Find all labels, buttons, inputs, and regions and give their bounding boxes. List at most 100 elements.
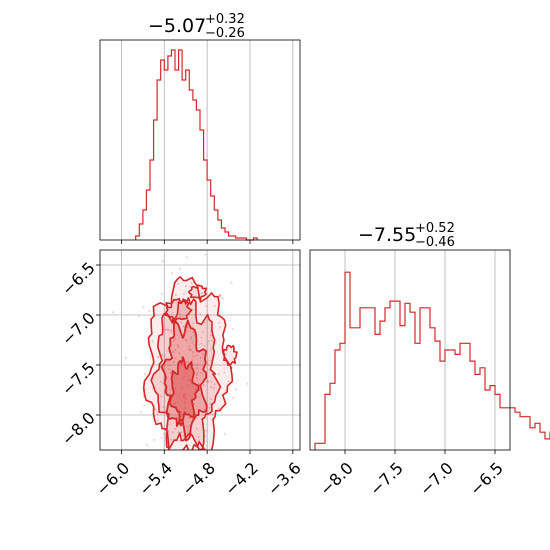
sample-point xyxy=(231,328,234,330)
sample-point xyxy=(172,351,175,353)
sample-point xyxy=(188,348,191,351)
sample-point xyxy=(185,256,188,258)
sample-point xyxy=(178,267,181,270)
sample-point xyxy=(196,367,199,370)
sample-point xyxy=(188,347,191,350)
sample-point xyxy=(210,380,213,383)
sample-point xyxy=(177,346,180,348)
sample-point xyxy=(182,292,185,295)
scatter-y-tick-label: −7.5 xyxy=(58,358,99,399)
sample-point xyxy=(185,285,188,288)
sample-point xyxy=(192,331,195,334)
sample-point xyxy=(167,423,170,426)
sample-point xyxy=(223,371,226,374)
sample-point xyxy=(112,311,115,314)
hist2-title-main: −7.55 xyxy=(358,224,416,246)
sample-point xyxy=(190,336,193,339)
sample-point xyxy=(212,458,214,460)
sample-point xyxy=(182,434,185,437)
sample-point xyxy=(148,310,151,313)
sample-point xyxy=(195,373,198,376)
sample-point xyxy=(162,432,165,435)
sample-point xyxy=(190,349,192,352)
sample-point xyxy=(206,380,209,383)
sample-point xyxy=(191,341,194,344)
sample-point xyxy=(137,315,140,318)
hist1-step-line xyxy=(135,49,258,241)
scatter-x-tick-label: −6.0 xyxy=(92,458,133,499)
sample-point xyxy=(207,380,210,383)
sample-point xyxy=(212,387,215,390)
sample-point xyxy=(207,340,210,343)
sample-point xyxy=(162,405,165,408)
contour-island-top2 xyxy=(187,284,208,301)
sample-point xyxy=(230,281,233,284)
sample-point xyxy=(180,462,182,464)
sample-point xyxy=(187,384,190,387)
sample-point xyxy=(160,436,163,439)
sample-point xyxy=(174,337,177,340)
sample-point xyxy=(204,435,207,438)
scatter-panel: −6.0 −5.4 −4.8 −4.2 −3.6 −8.0 −7.5 −7.0 −6.5 xyxy=(58,244,305,502)
sample-point xyxy=(174,476,176,478)
sample-point xyxy=(183,394,185,397)
sample-point xyxy=(218,294,221,297)
sample-point xyxy=(140,411,143,414)
sample-point xyxy=(232,397,235,400)
scatter-x-tick-label: −5.4 xyxy=(135,458,176,499)
contour-island-right xyxy=(222,344,238,366)
sample-point xyxy=(142,306,145,309)
sample-point xyxy=(219,326,221,329)
sample-point xyxy=(201,331,204,334)
sample-point xyxy=(165,328,168,331)
sample-point xyxy=(149,356,152,359)
hist1-title-main: −5.07 xyxy=(148,15,206,37)
sample-point xyxy=(197,439,200,442)
sample-point xyxy=(157,356,160,359)
sample-point xyxy=(213,304,216,307)
sample-point xyxy=(157,419,159,422)
sample-point xyxy=(174,348,177,351)
hist1-frame xyxy=(99,39,301,241)
sample-point xyxy=(218,321,221,324)
sample-point xyxy=(159,380,162,383)
sample-point xyxy=(214,341,217,344)
sample-point xyxy=(205,305,208,308)
sample-point xyxy=(181,377,184,380)
sample-point xyxy=(169,372,172,375)
sample-point xyxy=(210,386,213,389)
sample-point xyxy=(162,377,165,380)
sample-point xyxy=(209,403,212,405)
sample-point xyxy=(218,373,220,376)
sample-point xyxy=(192,351,195,354)
sample-point xyxy=(195,427,198,430)
sample-point xyxy=(203,344,206,347)
sample-point xyxy=(183,375,186,378)
hist1-title: −5.07 +0.32 −0.26 xyxy=(148,12,245,41)
sample-point xyxy=(213,383,216,386)
sample-point xyxy=(182,396,185,399)
sample-point xyxy=(157,356,160,358)
sample-point xyxy=(200,292,203,295)
sample-point xyxy=(180,500,182,502)
sample-point xyxy=(190,282,193,285)
sample-point xyxy=(177,282,180,285)
hist2-panel: −8.0 −7.5 −7.0 −6.5 xyxy=(309,249,550,499)
scatter-x-tick-label: −3.6 xyxy=(264,458,305,499)
sample-point xyxy=(188,378,191,381)
sample-point xyxy=(176,344,179,347)
sample-point xyxy=(174,402,176,405)
sample-point xyxy=(200,342,203,345)
sample-point xyxy=(159,395,162,398)
sample-point xyxy=(154,408,157,411)
sample-point xyxy=(182,325,185,328)
sample-point xyxy=(174,386,177,389)
sample-point xyxy=(188,345,191,348)
sample-point xyxy=(184,397,187,400)
sample-point xyxy=(171,311,174,314)
sample-point xyxy=(173,244,175,246)
sample-point xyxy=(144,372,147,375)
sample-point xyxy=(174,428,177,431)
hist1-title-minus: −0.26 xyxy=(205,26,245,41)
contour-level-inner xyxy=(160,319,208,442)
